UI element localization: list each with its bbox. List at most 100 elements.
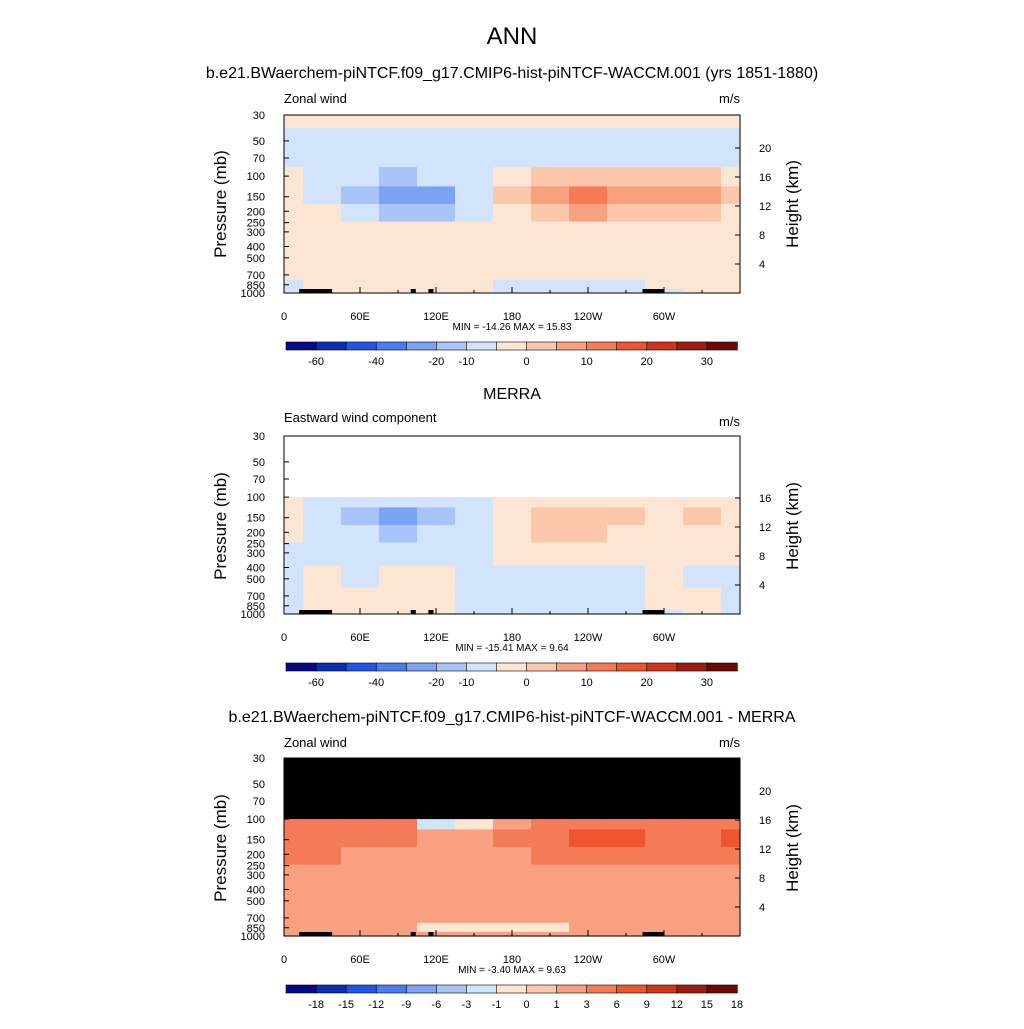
y-tick-label: 100 [247,492,265,504]
data-cell [284,600,304,611]
data-cell [303,149,342,168]
data-cell [569,565,608,588]
data-cell [341,497,380,508]
data-cell [569,829,608,848]
data-cell [721,266,741,281]
y-tick-label: 400 [247,562,265,574]
data-cell [379,600,418,611]
colorbar-swatch [375,341,408,351]
data-cell [721,497,741,508]
topography [428,932,434,936]
y-tick-label: 250 [247,861,265,873]
topography [328,610,333,614]
data-cell [379,279,418,290]
colorbar-label: 18 [731,999,743,1011]
colorbar-swatch [285,984,317,994]
data-cell [284,542,304,567]
y-tick-label: 500 [247,574,265,586]
colorbar-label: -3 [462,999,472,1011]
y-tick-label: 50 [253,136,265,148]
data-cell [455,115,494,129]
data-cell [645,204,684,223]
data-cell [284,266,304,281]
data-cell [303,221,342,246]
data-cell [531,128,570,151]
x-tick-label: 120W [574,632,603,644]
data-cell [379,829,418,848]
colorbar-label: -60 [308,677,324,689]
data-cell [531,186,570,205]
y-tick-label: 500 [247,253,265,265]
data-cell [721,244,741,267]
data-cell [531,149,570,168]
data-cell [531,922,570,933]
y2-tick-label: 12 [759,522,771,534]
data-cell [721,525,741,544]
data-cell [284,204,304,223]
colorbar-swatch [556,341,588,351]
colorbar-swatch [616,662,648,672]
data-cell [493,221,532,246]
data-cell [455,244,494,267]
data-cell [284,279,304,290]
y2-tick-label: 8 [759,873,765,885]
y2-tick-label: 20 [759,143,771,155]
data-cell [569,887,608,910]
data-cell [284,244,304,267]
data-cell [645,542,684,567]
data-cell [455,819,494,830]
data-cell [607,600,646,611]
colorbar-swatch [676,984,708,994]
data-cell [379,922,418,933]
variable-label: Eastward wind component [284,410,437,425]
data-cell [303,887,342,910]
panel-title: MERRA [483,386,541,403]
x-tick-label: 60W [653,311,676,323]
data-cell [303,829,342,848]
colorbar-swatch [646,984,678,994]
colorbar-label: 3 [584,999,590,1011]
data-cell [284,149,304,168]
data-cell [683,847,722,866]
data-cell [284,507,304,526]
topography [428,289,434,293]
data-cell [455,847,494,866]
data-cell [379,221,418,246]
data-cell [683,507,722,526]
data-cell [379,587,418,602]
data-cell [284,819,304,830]
data-cell [493,542,532,567]
data-cell [683,128,722,151]
data-cell [341,600,380,611]
data-cell [607,864,646,889]
data-cell [341,115,380,129]
data-cell [683,167,722,187]
colorbar-label: -12 [368,999,384,1011]
data-cell [341,847,380,866]
data-cell [569,819,608,830]
data-cell [607,542,646,567]
data-cell [607,829,646,848]
data-cell [721,909,741,924]
x-tick-label: 120W [574,311,603,323]
data-cell [721,922,741,933]
data-cell [645,497,684,508]
data-cell [607,128,646,151]
data-cell [683,244,722,267]
missing-data-mask [284,758,740,820]
data-cell [645,186,684,205]
colorbar-label: -40 [368,677,384,689]
x-tick-label: 60E [350,954,370,966]
data-cell [303,167,342,187]
y-tick-label: 30 [253,110,265,122]
data-cell [531,819,570,830]
data-cell [455,922,494,933]
data-cell [455,279,494,290]
y-tick-label: 850 [247,280,265,292]
data-cell [417,819,456,830]
data-cell [607,266,646,281]
x-tick-label: 0 [281,632,287,644]
data-cell [493,244,532,267]
y-tick-label: 70 [253,153,265,165]
data-cell [284,887,304,910]
